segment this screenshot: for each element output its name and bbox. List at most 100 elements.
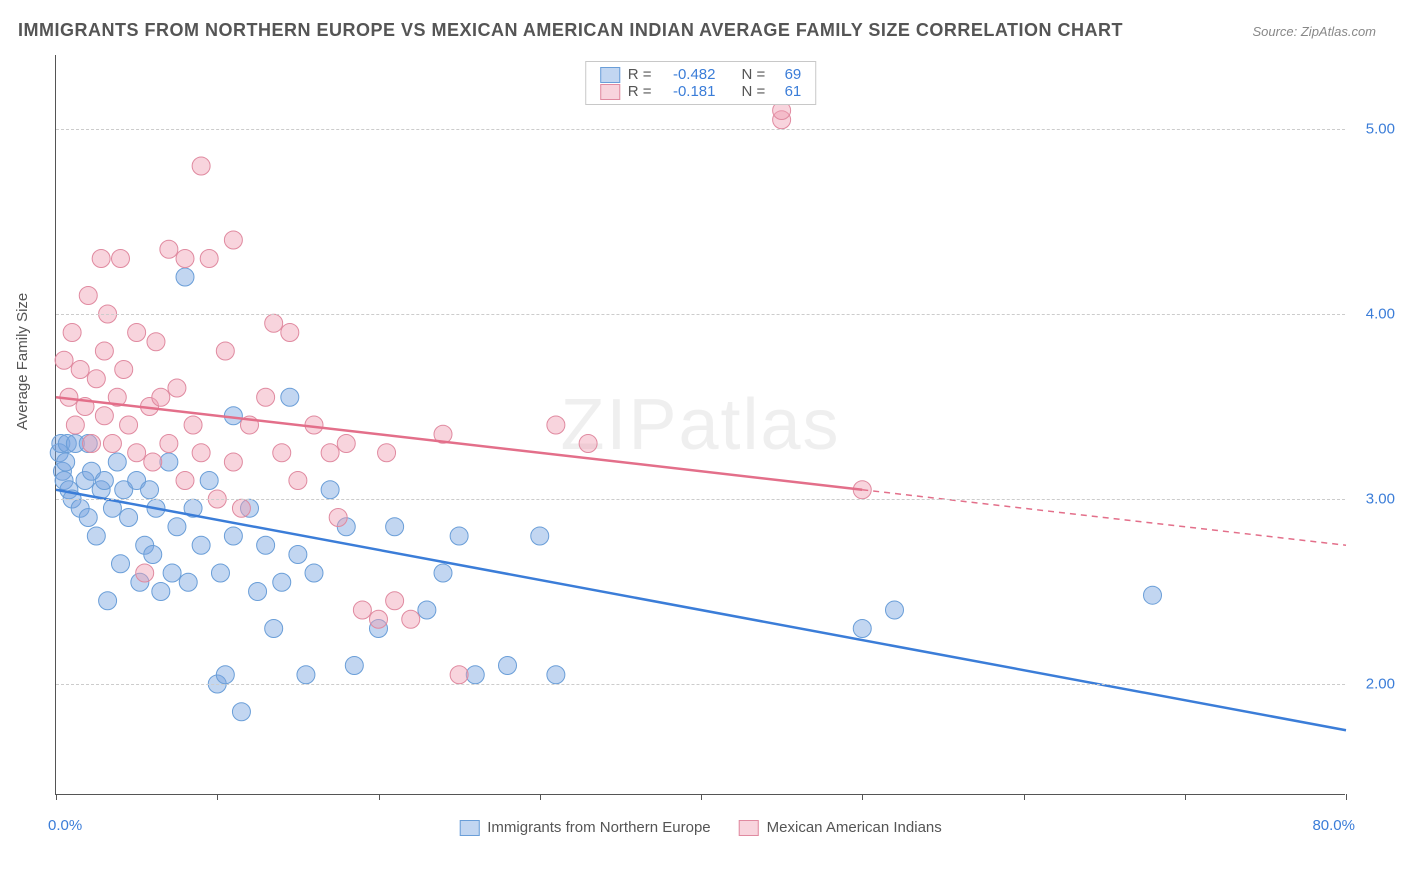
legend-r-value: -0.482 [660, 66, 716, 83]
data-point [418, 601, 436, 619]
data-point [79, 509, 97, 527]
data-point [108, 453, 126, 471]
chart-plot-area: ZIPatlas R =-0.482N =69R =-0.181N =61 0.… [55, 55, 1345, 795]
data-point [378, 444, 396, 462]
y-tick-label: 4.00 [1366, 306, 1395, 323]
data-point [95, 407, 113, 425]
data-point [184, 416, 202, 434]
data-point [450, 666, 468, 684]
data-point [152, 583, 170, 601]
data-point [265, 620, 283, 638]
data-point [579, 435, 597, 453]
x-tick-mark [56, 794, 57, 800]
x-tick-mark [1346, 794, 1347, 800]
data-point [1144, 586, 1162, 604]
data-point [321, 481, 339, 499]
data-point [192, 444, 210, 462]
data-point [79, 287, 97, 305]
data-point [224, 453, 242, 471]
chart-title: IMMIGRANTS FROM NORTHERN EUROPE VS MEXIC… [18, 20, 1123, 41]
legend-r-label: R = [628, 83, 652, 100]
data-point [163, 564, 181, 582]
data-point [112, 250, 130, 268]
data-point [273, 444, 291, 462]
data-point [886, 601, 904, 619]
data-point [200, 472, 218, 490]
data-point [63, 324, 81, 342]
legend-r-label: R = [628, 66, 652, 83]
data-point [232, 499, 250, 517]
data-point [547, 416, 565, 434]
data-point [211, 564, 229, 582]
data-point [450, 527, 468, 545]
data-point [179, 573, 197, 591]
data-point [257, 536, 275, 554]
data-point [66, 416, 84, 434]
data-point [216, 342, 234, 360]
data-point [152, 388, 170, 406]
source-credit: Source: ZipAtlas.com [1252, 24, 1376, 39]
data-point [57, 453, 75, 471]
data-point [92, 250, 110, 268]
data-point [402, 610, 420, 628]
data-point [499, 657, 517, 675]
data-point [160, 435, 178, 453]
x-tick-mark [540, 794, 541, 800]
data-point [95, 342, 113, 360]
y-tick-label: 3.00 [1366, 491, 1395, 508]
data-point [160, 240, 178, 258]
data-point [289, 472, 307, 490]
data-point [192, 536, 210, 554]
legend-r-value: -0.181 [660, 83, 716, 100]
data-point [434, 564, 452, 582]
data-point [531, 527, 549, 545]
series-legend: Immigrants from Northern EuropeMexican A… [459, 819, 942, 836]
data-point [466, 666, 484, 684]
data-point [120, 416, 138, 434]
gridline [56, 499, 1345, 500]
legend-series-label: Mexican American Indians [767, 819, 942, 836]
data-point [224, 231, 242, 249]
data-point [71, 361, 89, 379]
data-point [168, 379, 186, 397]
data-point [265, 314, 283, 332]
data-point [337, 435, 355, 453]
x-tick-mark [701, 794, 702, 800]
data-point [386, 592, 404, 610]
data-point [216, 666, 234, 684]
data-point [128, 444, 146, 462]
data-point [273, 573, 291, 591]
data-point [176, 472, 194, 490]
legend-series-item: Mexican American Indians [739, 819, 942, 836]
data-point [249, 583, 267, 601]
data-point [103, 435, 121, 453]
gridline [56, 314, 1345, 315]
data-point [297, 666, 315, 684]
data-point [144, 546, 162, 564]
data-point [115, 361, 133, 379]
data-point [257, 388, 275, 406]
data-point [224, 527, 242, 545]
legend-correlation-row: R =-0.482N =69 [600, 66, 802, 83]
y-tick-label: 2.00 [1366, 676, 1395, 693]
data-point [547, 666, 565, 684]
data-point [200, 250, 218, 268]
data-point [95, 472, 113, 490]
x-tick-mark [379, 794, 380, 800]
legend-swatch [600, 84, 620, 100]
legend-n-label: N = [742, 66, 766, 83]
x-axis-max-label: 80.0% [1312, 817, 1355, 834]
data-point [386, 518, 404, 536]
data-point [329, 509, 347, 527]
data-point [136, 564, 154, 582]
legend-swatch [600, 67, 620, 83]
data-point [345, 657, 363, 675]
data-point [144, 453, 162, 471]
legend-correlation-row: R =-0.181N =61 [600, 83, 802, 100]
data-point [853, 620, 871, 638]
legend-n-label: N = [742, 83, 766, 100]
gridline [56, 129, 1345, 130]
data-point [87, 370, 105, 388]
data-point [232, 703, 250, 721]
data-point [281, 324, 299, 342]
